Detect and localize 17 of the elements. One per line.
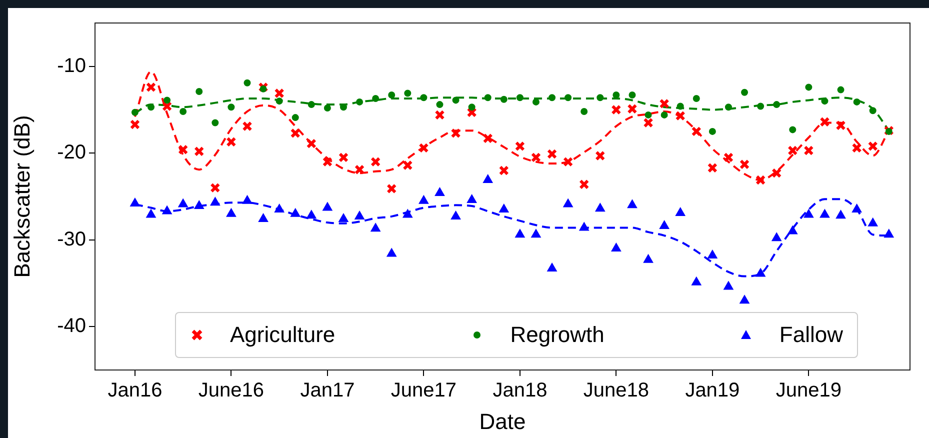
y-tick-label: -20 xyxy=(57,142,86,164)
legend-label: Regrowth xyxy=(510,322,604,348)
x-axis-title: Date xyxy=(479,408,526,434)
x-tick-label: Jan19 xyxy=(685,380,740,402)
x-tick-label: June17 xyxy=(390,380,457,402)
y-tick-label: -30 xyxy=(57,228,86,250)
x-tick-label: June16 xyxy=(198,380,264,402)
x-tick-label: Jan16 xyxy=(108,380,162,402)
legend-label: Agriculture xyxy=(230,322,336,348)
x-tick-label: Jan17 xyxy=(300,380,355,402)
legend-label: Fallow xyxy=(779,322,843,348)
y-tick-label: -40 xyxy=(57,315,86,338)
x-tick-label: June18 xyxy=(583,380,650,402)
y-tick-label: -10 xyxy=(57,54,86,77)
y-axis-title: Backscatter (dB) xyxy=(9,115,34,278)
x-tick-label: Jan18 xyxy=(492,380,548,402)
x-tick-label: June19 xyxy=(776,380,842,402)
